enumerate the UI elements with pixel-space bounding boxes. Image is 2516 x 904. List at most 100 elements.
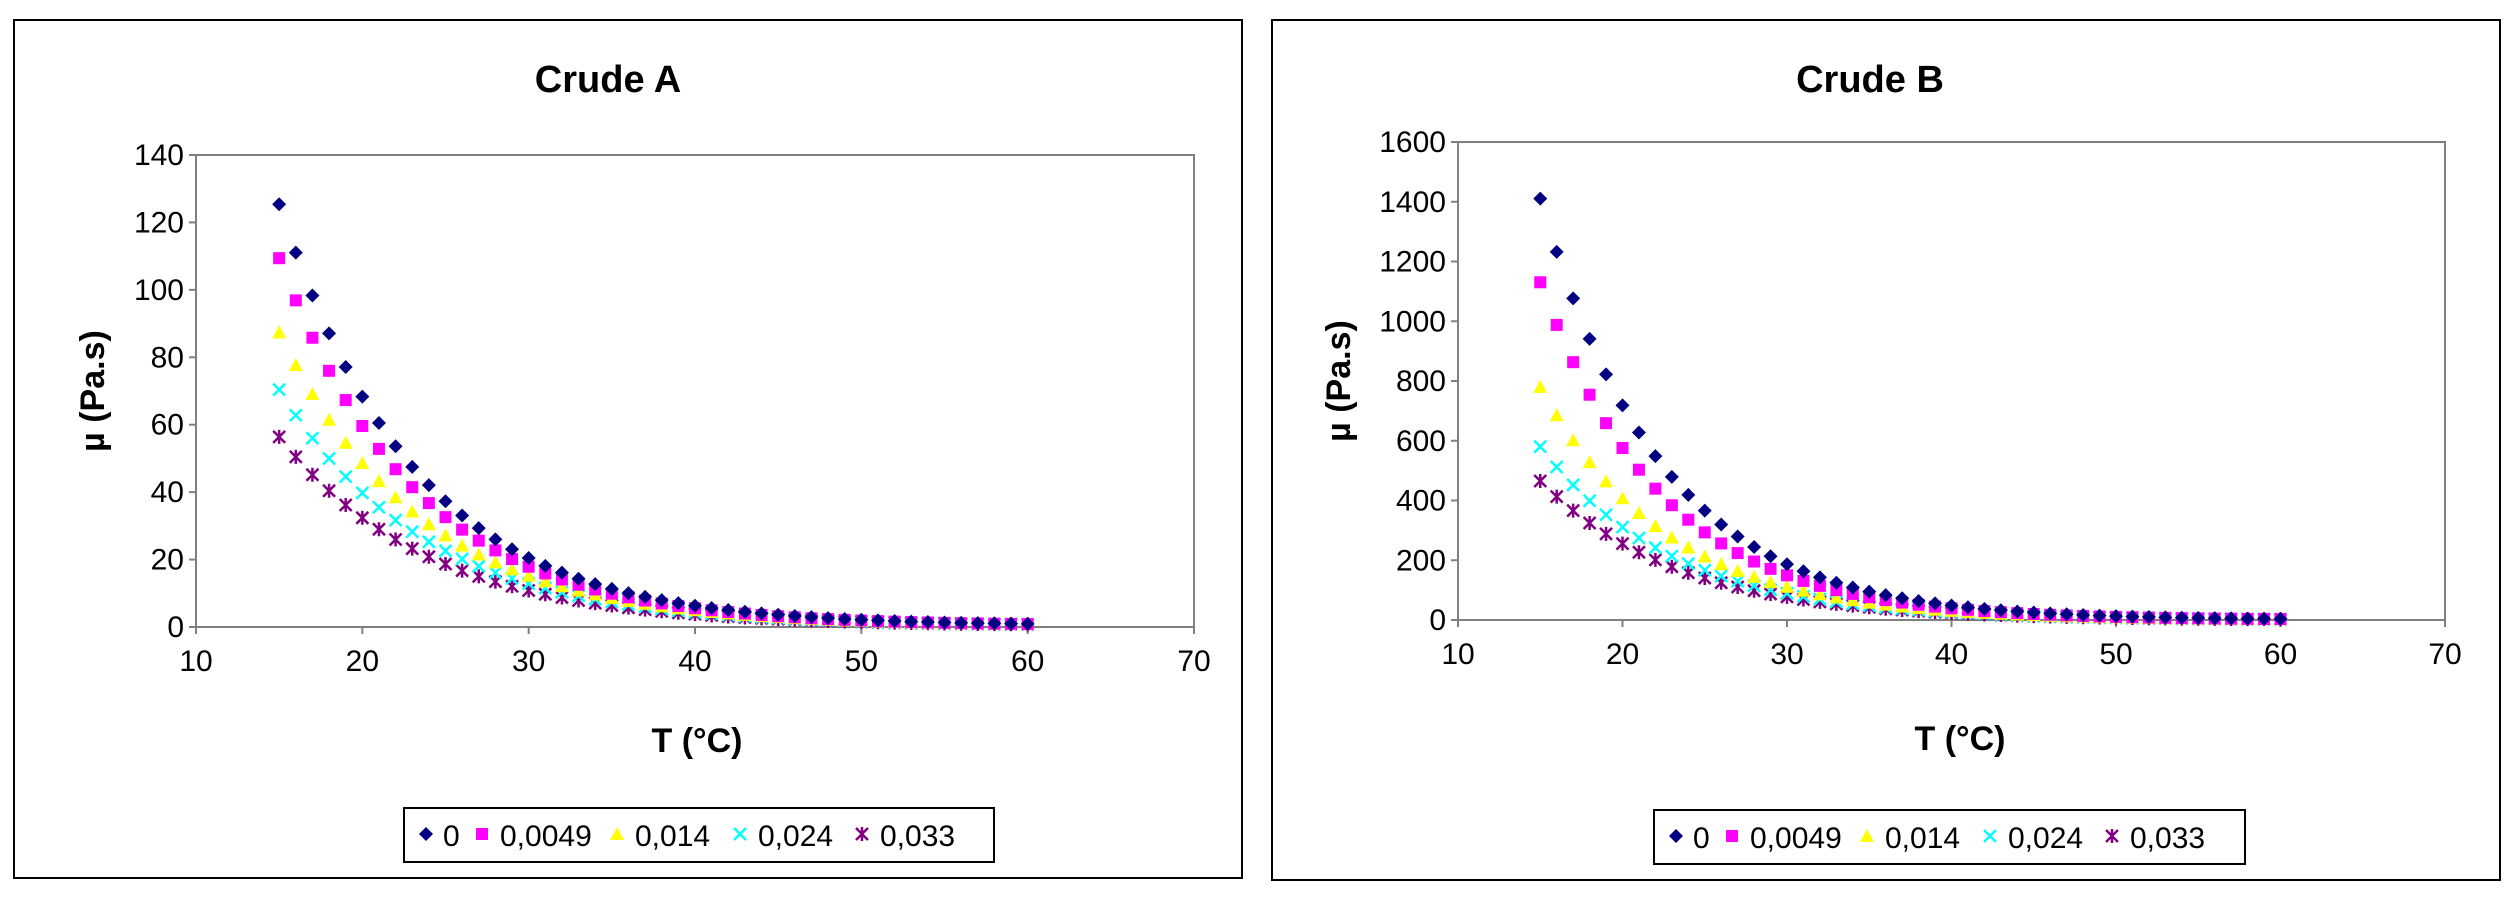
data-point	[471, 569, 486, 584]
data-point	[1582, 493, 1597, 508]
legend-marker-diamond	[1669, 829, 1683, 843]
y-tick-label: 400	[1396, 485, 1446, 518]
data-point	[272, 382, 287, 397]
data-point	[371, 474, 386, 488]
legend-entry-1: 0,0049	[1726, 822, 1842, 855]
data-point	[1615, 491, 1630, 505]
data-point	[970, 616, 985, 631]
data-point	[1781, 569, 1793, 582]
chart-title: Crude A	[535, 59, 681, 101]
data-point	[1020, 616, 1035, 631]
legend-label: 0,014	[1885, 822, 1960, 855]
data-point	[2174, 610, 2189, 625]
legend-label: 0,0049	[1750, 822, 1842, 855]
legend-entry-4: 0,033	[855, 820, 955, 853]
y-tick-label: 0	[167, 611, 184, 644]
plot-area	[195, 154, 1195, 628]
data-point	[372, 442, 385, 455]
legend-marker-shape	[1983, 829, 1997, 843]
y-tick-label: 80	[151, 341, 184, 374]
data-point	[1616, 441, 1629, 454]
legend-marker-shape	[1860, 829, 1874, 842]
data-point	[1697, 503, 1712, 518]
x-tick-label: 50	[2099, 638, 2132, 671]
data-point	[1682, 513, 1695, 526]
data-point	[2076, 607, 2091, 622]
data-point	[338, 359, 353, 374]
legend-entry-4: 0,033	[2105, 822, 2205, 855]
data-point	[405, 541, 420, 556]
data-point	[1697, 549, 1712, 563]
data-point	[1533, 379, 1548, 393]
data-point	[1599, 474, 1614, 488]
data-point	[1878, 588, 1893, 603]
data-point	[1566, 503, 1581, 518]
data-point	[837, 611, 852, 626]
x-tick-label: 10	[179, 645, 212, 678]
legend-label: 0,014	[635, 820, 710, 853]
data-point	[1632, 545, 1646, 560]
data-point	[1715, 537, 1728, 550]
series-0	[1533, 191, 2288, 626]
x-tick-label: 70	[1177, 645, 1210, 678]
data-point	[306, 331, 319, 344]
x-tick-label: 30	[1770, 638, 1803, 671]
data-point	[1549, 489, 1564, 504]
data-point	[671, 596, 686, 611]
data-point	[1681, 540, 1696, 554]
y-tick-label: 0	[1429, 604, 1446, 637]
y-axis-label: µ (Pa.s)	[1320, 320, 1358, 442]
data-point	[1600, 417, 1613, 430]
data-point	[1583, 388, 1596, 401]
data-point	[422, 497, 435, 510]
data-point	[1582, 455, 1597, 469]
data-point	[421, 534, 436, 549]
data-point	[288, 449, 303, 464]
data-point	[521, 568, 536, 582]
data-point	[538, 558, 553, 573]
data-point	[1730, 563, 1745, 577]
data-point	[338, 435, 353, 449]
data-point	[323, 364, 336, 377]
legend-marker-star	[855, 827, 869, 841]
data-point	[2273, 611, 2288, 626]
data-point	[737, 604, 752, 619]
data-point	[488, 555, 503, 569]
y-tick-label: 140	[134, 139, 184, 172]
data-point	[355, 510, 370, 525]
data-point	[1648, 552, 1663, 567]
data-point	[322, 451, 336, 466]
data-point	[1566, 478, 1581, 492]
x-tick-label: 30	[512, 645, 545, 678]
data-point	[1533, 439, 1548, 454]
data-point	[1648, 449, 1663, 464]
data-point	[421, 517, 436, 531]
data-point	[1763, 575, 1778, 589]
data-point	[2010, 604, 2025, 619]
data-point	[471, 559, 486, 574]
data-point	[1631, 425, 1646, 440]
data-point	[322, 326, 337, 341]
data-point	[1649, 482, 1662, 495]
x-axis-ticks: 10 20 30 40 50 60 70	[1441, 620, 2462, 671]
data-point	[1665, 499, 1678, 512]
data-point	[1911, 593, 1926, 608]
data-point	[1632, 463, 1645, 476]
data-point	[1615, 398, 1630, 413]
data-point	[1764, 562, 1777, 575]
legend-label: 0	[1693, 822, 1710, 855]
data-point	[1748, 555, 1761, 568]
data-point	[2141, 610, 2156, 625]
data-point	[273, 252, 286, 265]
y-axis-ticks: 0 20 40 60 80 100 120 140	[134, 139, 196, 644]
data-point	[455, 538, 470, 552]
data-point	[1747, 569, 1762, 583]
data-point	[272, 197, 287, 212]
legend-marker-x	[1983, 829, 1997, 843]
x-tick-label: 40	[678, 645, 711, 678]
y-tick-label: 1400	[1379, 186, 1446, 219]
data-point	[372, 522, 386, 537]
legend-entry-1: 0,0049	[476, 820, 592, 853]
data-point	[2158, 610, 2173, 625]
data-point	[1977, 601, 1992, 616]
